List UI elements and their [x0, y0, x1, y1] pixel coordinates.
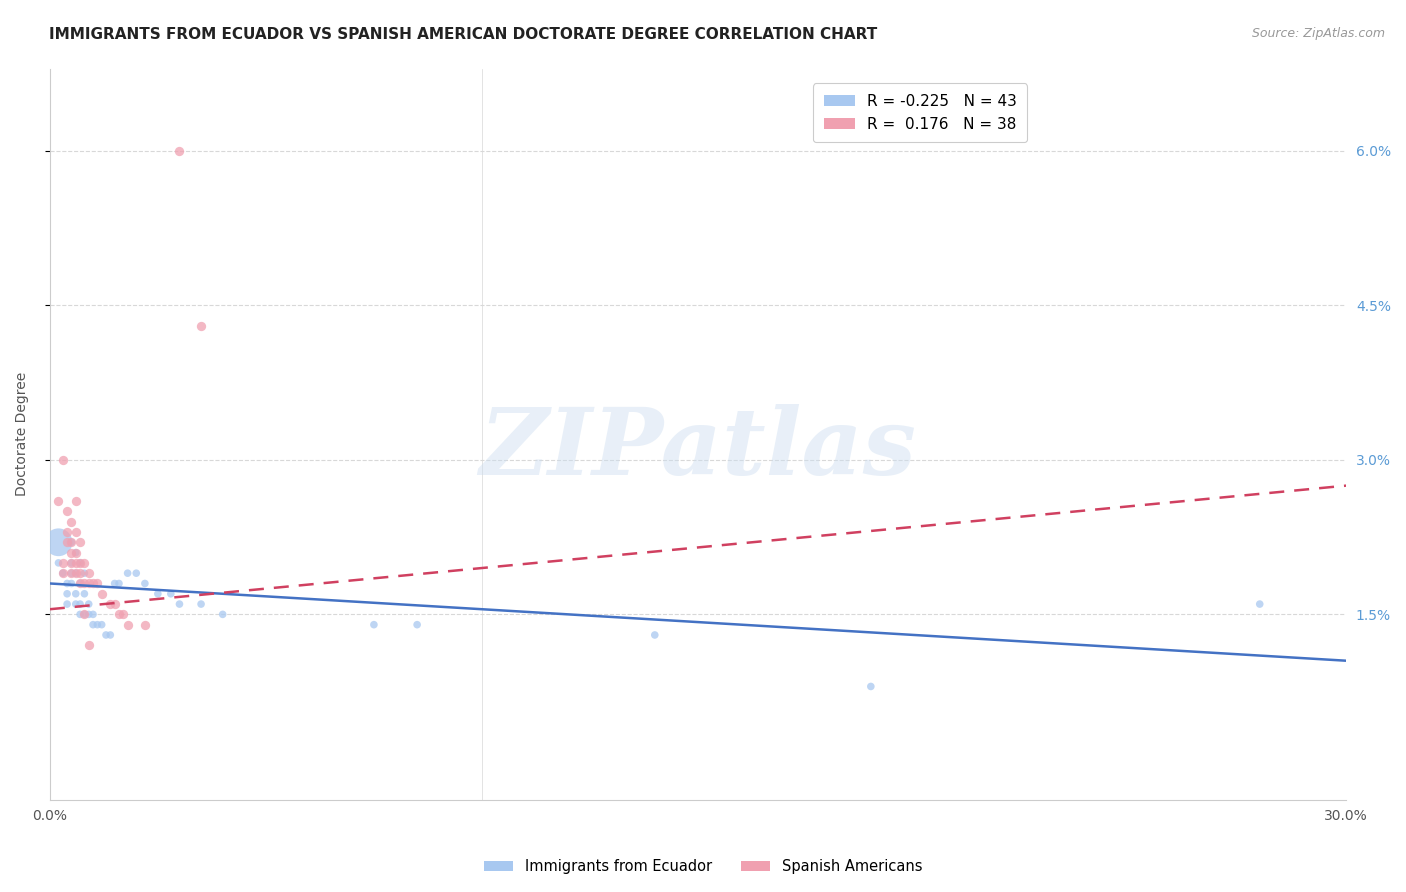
Point — [73, 587, 96, 601]
Point — [169, 597, 191, 611]
Legend: R = -0.225   N = 43, R =  0.176   N = 38: R = -0.225 N = 43, R = 0.176 N = 38 — [813, 84, 1028, 143]
Point — [69, 576, 91, 591]
Point — [169, 144, 191, 158]
Point — [60, 535, 83, 549]
Point — [69, 535, 91, 549]
Point — [211, 607, 233, 622]
Point — [56, 597, 79, 611]
Text: Source: ZipAtlas.com: Source: ZipAtlas.com — [1251, 27, 1385, 40]
Point — [52, 566, 75, 581]
Point — [65, 545, 87, 559]
Point — [82, 607, 104, 622]
Point — [77, 638, 100, 652]
Point — [117, 617, 139, 632]
Point — [134, 617, 156, 632]
Point — [77, 576, 100, 591]
Point — [65, 587, 87, 601]
Point — [77, 566, 100, 581]
Point — [190, 597, 212, 611]
Point — [859, 680, 882, 694]
Point — [104, 576, 127, 591]
Point — [98, 628, 121, 642]
Point — [65, 597, 87, 611]
Point — [60, 566, 83, 581]
Point — [73, 607, 96, 622]
Point — [146, 587, 169, 601]
Point — [69, 556, 91, 570]
Point — [60, 556, 83, 570]
Point — [69, 597, 91, 611]
Point — [60, 515, 83, 529]
Point — [104, 597, 127, 611]
Point — [52, 556, 75, 570]
Point — [90, 587, 112, 601]
Text: ZIPatlas: ZIPatlas — [479, 404, 917, 494]
Point — [94, 628, 117, 642]
Point — [108, 607, 131, 622]
Point — [56, 587, 79, 601]
Point — [159, 587, 181, 601]
Point — [60, 556, 83, 570]
Point — [65, 566, 87, 581]
Point — [77, 607, 100, 622]
Point — [406, 617, 429, 632]
Point — [90, 617, 112, 632]
Point — [108, 576, 131, 591]
Point — [56, 535, 79, 549]
Point — [644, 628, 666, 642]
Point — [52, 566, 75, 581]
Point — [86, 576, 108, 591]
Text: IMMIGRANTS FROM ECUADOR VS SPANISH AMERICAN DOCTORATE DEGREE CORRELATION CHART: IMMIGRANTS FROM ECUADOR VS SPANISH AMERI… — [49, 27, 877, 42]
Point — [60, 545, 83, 559]
Point — [56, 504, 79, 518]
Point — [190, 318, 212, 333]
Point — [65, 524, 87, 539]
Point — [134, 576, 156, 591]
Point — [98, 597, 121, 611]
Point — [56, 524, 79, 539]
Point — [73, 566, 96, 581]
Point — [69, 607, 91, 622]
Point — [77, 597, 100, 611]
Legend: Immigrants from Ecuador, Spanish Americans: Immigrants from Ecuador, Spanish America… — [478, 854, 928, 880]
Point — [60, 535, 83, 549]
Point — [363, 617, 385, 632]
Point — [65, 494, 87, 508]
Point — [82, 617, 104, 632]
Point — [48, 494, 70, 508]
Point — [1249, 597, 1271, 611]
Point — [65, 566, 87, 581]
Point — [73, 556, 96, 570]
Point — [69, 576, 91, 591]
Point — [52, 453, 75, 467]
Point — [69, 566, 91, 581]
Y-axis label: Doctorate Degree: Doctorate Degree — [15, 372, 30, 496]
Point — [117, 566, 139, 581]
Point — [112, 607, 135, 622]
Point — [73, 607, 96, 622]
Point — [65, 556, 87, 570]
Point — [60, 566, 83, 581]
Point — [60, 576, 83, 591]
Point — [73, 576, 96, 591]
Point — [125, 566, 148, 581]
Point — [69, 556, 91, 570]
Point — [56, 576, 79, 591]
Point — [86, 617, 108, 632]
Point — [48, 556, 70, 570]
Point — [48, 535, 70, 549]
Point — [65, 545, 87, 559]
Point — [82, 576, 104, 591]
